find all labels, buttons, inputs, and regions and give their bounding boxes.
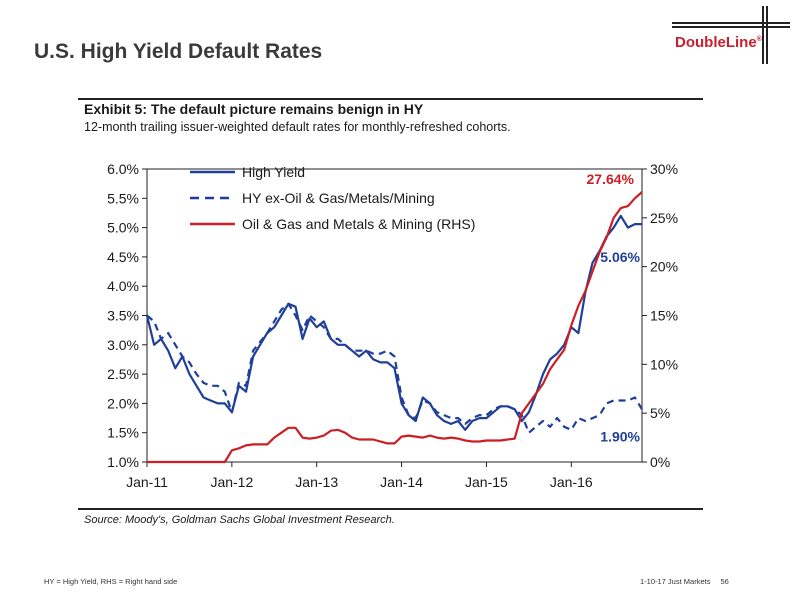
doubleline-logo: DoubleLine® [675, 34, 762, 51]
legend-label-0: High Yield [242, 164, 305, 180]
plot-frame [146, 168, 643, 463]
footer-text: 1-10-17 Just Markets [640, 577, 711, 586]
x-tick-label: Jan-14 [380, 474, 423, 490]
right-tick-label: 10% [650, 356, 678, 372]
legend-label-1: HY ex-Oil & Gas/Metals/Mining [242, 190, 435, 206]
right-tick-label: 0% [650, 454, 670, 470]
exhibit-title: Exhibit 5: The default picture remains b… [84, 101, 424, 117]
logo-frame [660, 6, 790, 64]
left-tick-label: 2.5% [107, 366, 139, 382]
x-tick-label: Jan-13 [295, 474, 338, 490]
registered-mark: ® [756, 36, 762, 43]
footnote: HY = High Yield, RHS = Right hand side [44, 577, 178, 586]
left-tick-label: 4.0% [107, 278, 139, 294]
legend-label-2: Oil & Gas and Metals & Mining (RHS) [242, 216, 475, 232]
page-number: 56 [720, 577, 729, 586]
left-tick-label: 1.0% [107, 454, 139, 470]
annotation-high-yield: 5.06% [600, 249, 640, 265]
left-tick-label: 4.5% [107, 249, 139, 265]
footer: 1-10-17 Just Markets 56 [640, 577, 729, 586]
left-tick-label: 5.5% [107, 190, 139, 206]
annotation-hy-ex-energy: 1.90% [600, 428, 640, 444]
exhibit-subtitle: 12-month trailing issuer-weighted defaul… [84, 120, 511, 134]
series-line-1 [146, 302, 643, 434]
right-tick-label: 20% [650, 259, 678, 275]
right-tick-label: 15% [650, 308, 678, 324]
x-tick-label: Jan-16 [550, 474, 593, 490]
x-tick-label: Jan-12 [210, 474, 253, 490]
left-tick-label: 3.0% [107, 337, 139, 353]
source-note: Source: Moody's, Goldman Sachs Global In… [84, 514, 395, 526]
left-tick-label: 6.0% [107, 161, 139, 177]
right-tick-label: 25% [650, 210, 678, 226]
right-tick-label: 5% [650, 405, 670, 421]
right-tick-label: 30% [650, 161, 678, 177]
left-tick-label: 3.5% [107, 308, 139, 324]
exhibit-bottom-rule [78, 508, 703, 510]
left-tick-label: 5.0% [107, 220, 139, 236]
series-line-2 [147, 191, 643, 464]
left-tick-label: 1.5% [107, 425, 139, 441]
x-tick-label: Jan-11 [126, 474, 168, 490]
left-tick-label: 2.0% [107, 395, 139, 411]
logo-name: DoubleLine [675, 34, 757, 51]
exhibit-top-rule [78, 98, 703, 100]
x-tick-label: Jan-15 [465, 474, 508, 490]
slide-title: U.S. High Yield Default Rates [34, 40, 323, 63]
series-line-0 [145, 214, 642, 431]
annotation-oil-gas: 27.64% [587, 171, 635, 187]
